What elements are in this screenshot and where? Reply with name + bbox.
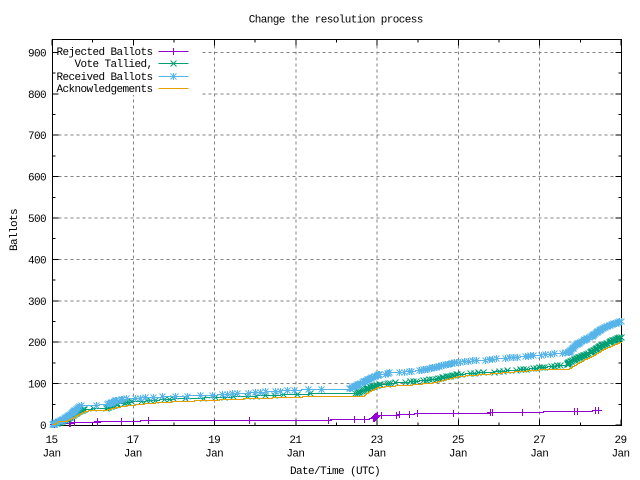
svg-text:900: 900 (28, 48, 46, 60)
svg-text:Jan: Jan (42, 448, 60, 460)
svg-text:Change the resolution process: Change the resolution process (249, 15, 423, 27)
svg-text:500: 500 (28, 214, 46, 226)
svg-text:200: 200 (28, 338, 46, 350)
svg-text:Rejected Ballots: Rejected Ballots (56, 47, 152, 59)
svg-text:Jan: Jan (368, 448, 386, 460)
svg-text:Jan: Jan (124, 448, 142, 460)
svg-text:400: 400 (28, 255, 46, 267)
svg-text:700: 700 (28, 131, 46, 143)
svg-text:Acknowledgements: Acknowledgements (56, 84, 152, 96)
svg-text:19: 19 (208, 435, 220, 447)
svg-text:17: 17 (127, 435, 139, 447)
svg-text:Vote Tallied,: Vote Tallied, (74, 59, 152, 71)
svg-text:23: 23 (371, 435, 383, 447)
svg-text:300: 300 (28, 297, 46, 309)
svg-text:600: 600 (28, 173, 46, 185)
svg-text:27: 27 (533, 435, 545, 447)
svg-text:0: 0 (40, 421, 46, 433)
svg-text:100: 100 (28, 380, 46, 392)
svg-text:Date/Time (UTC): Date/Time (UTC) (290, 466, 380, 478)
svg-text:15: 15 (45, 435, 57, 447)
svg-text:Jan: Jan (449, 448, 467, 460)
svg-text:800: 800 (28, 90, 46, 102)
svg-text:Ballots: Ballots (9, 209, 21, 251)
svg-text:Jan: Jan (286, 448, 304, 460)
svg-text:Received Ballots: Received Ballots (56, 72, 152, 84)
svg-text:Jan: Jan (530, 448, 548, 460)
svg-text:21: 21 (289, 435, 302, 447)
svg-text:Jan: Jan (611, 448, 629, 460)
svg-text:Jan: Jan (205, 448, 223, 460)
svg-text:29: 29 (614, 435, 626, 447)
svg-text:25: 25 (452, 435, 464, 447)
